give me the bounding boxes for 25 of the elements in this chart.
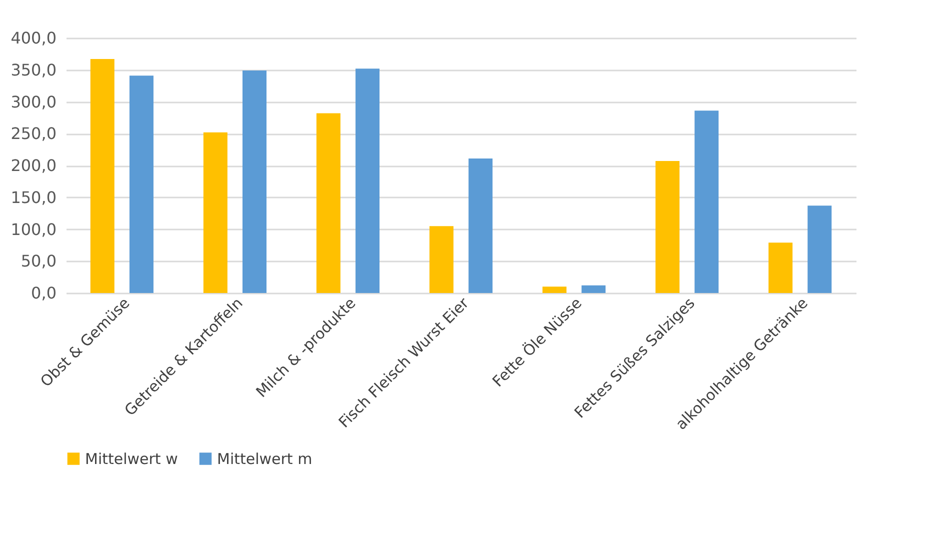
bar	[242, 70, 266, 293]
bar	[129, 76, 154, 293]
y-tick-label: 100,0	[10, 220, 56, 239]
y-tick-label: 200,0	[10, 156, 56, 175]
legend-label: Mittelwert m	[217, 450, 312, 468]
bar	[429, 226, 454, 293]
y-tick-label: 400,0	[10, 28, 56, 48]
legend-label: Mittelwert w	[85, 450, 178, 468]
bar	[468, 158, 493, 293]
y-tick-label: 150,0	[10, 188, 56, 207]
bar	[316, 113, 340, 293]
bar	[542, 286, 566, 293]
bar	[582, 285, 606, 293]
bar	[203, 132, 228, 293]
bar	[768, 242, 793, 293]
y-tick-label: 350,0	[10, 60, 56, 80]
y-tick-label: 250,0	[10, 124, 56, 144]
y-tick-label: 50,0	[20, 252, 56, 271]
bar	[694, 110, 719, 293]
bar	[808, 206, 832, 293]
bar	[90, 59, 114, 293]
bar	[356, 68, 380, 293]
y-tick-label: 300,0	[10, 92, 56, 112]
bar	[656, 161, 680, 293]
y-tick-label: 0,0	[31, 284, 56, 302]
